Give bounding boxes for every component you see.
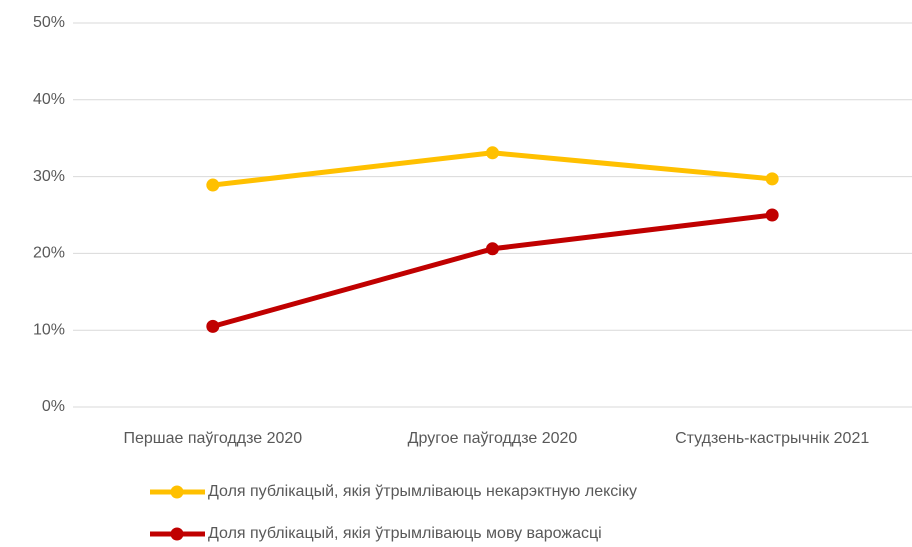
y-tick-label: 20% [33,245,65,262]
legend-label: Доля публікацый, якія ўтрымліваюць некар… [208,483,637,500]
data-point [765,208,779,222]
data-point [765,172,779,186]
legend-label: Доля публікацый, якія ўтрымліваюць мову … [208,525,602,542]
data-point [206,178,220,192]
x-tick-label: Першае паўгоддзе 2020 [123,430,302,447]
legend-marker [170,527,184,541]
y-tick-label: 10% [33,321,65,338]
x-tick-label: Другое паўгоддзе 2020 [408,430,578,447]
x-tick-label: Студзень-кастрычнік 2021 [675,430,869,447]
data-point [486,242,499,256]
y-tick-label: 50% [33,14,65,31]
y-tick-label: 30% [33,168,65,185]
legend-marker [170,485,184,499]
data-point [486,146,499,160]
y-tick-label: 0% [42,398,65,415]
data-point [206,319,220,333]
y-tick-label: 40% [33,91,65,108]
series-line [212,212,773,329]
